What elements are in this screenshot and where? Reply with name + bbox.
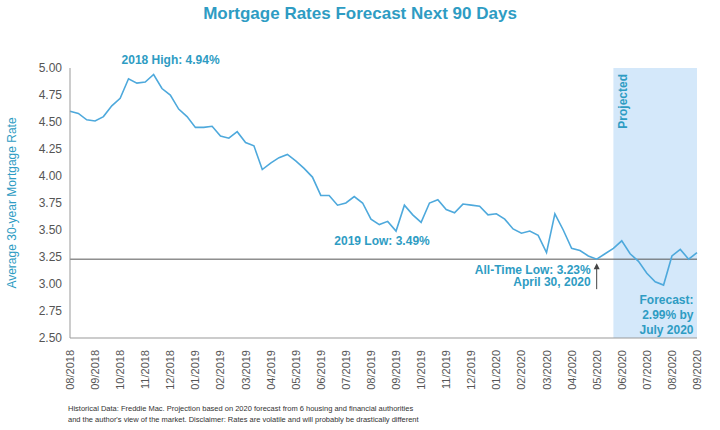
html-text:and the author's view of the m: and the author's view of the market. Dis… [68, 415, 419, 424]
svg-text:09/2018: 09/2018 [89, 350, 101, 390]
svg-text:07/2019: 07/2019 [340, 350, 352, 390]
svg-text:09/2020: 09/2020 [691, 350, 703, 390]
svg-text:July 2020: July 2020 [640, 323, 694, 337]
svg-text:2018 High: 4.94%: 2018 High: 4.94% [122, 53, 220, 67]
svg-text:Projected: Projected [616, 74, 630, 129]
svg-text:10/2019: 10/2019 [415, 350, 427, 390]
svg-text:04/2019: 04/2019 [265, 350, 277, 390]
svg-text:4.25: 4.25 [39, 142, 63, 156]
svg-text:2.50: 2.50 [39, 331, 63, 345]
svg-text:05/2019: 05/2019 [290, 350, 302, 390]
svg-text:4.00: 4.00 [39, 169, 63, 183]
svg-text:12/2018: 12/2018 [164, 350, 176, 390]
svg-text:2.99% by: 2.99% by [642, 308, 694, 322]
svg-text:11/2019: 11/2019 [440, 350, 452, 389]
svg-text:12/2019: 12/2019 [465, 350, 477, 390]
svg-text:11/2018: 11/2018 [139, 350, 151, 389]
svg-text:08/2019: 08/2019 [365, 350, 377, 390]
svg-text:2.75: 2.75 [39, 304, 63, 318]
svg-text:3.75: 3.75 [39, 196, 63, 210]
svg-text:03/2019: 03/2019 [240, 350, 252, 390]
html-text:Historical Data: Freddie Mac.: Historical Data: Freddie Mac. Projection… [68, 404, 414, 413]
svg-text:4.50: 4.50 [39, 115, 63, 129]
svg-text:08/2018: 08/2018 [64, 350, 76, 390]
svg-text:06/2019: 06/2019 [315, 350, 327, 390]
svg-text:April 30, 2020: April 30, 2020 [513, 275, 591, 289]
svg-text:3.00: 3.00 [39, 277, 63, 291]
svg-text:06/2020: 06/2020 [616, 350, 628, 390]
svg-text:01/2020: 01/2020 [490, 350, 502, 390]
svg-text:05/2020: 05/2020 [591, 350, 603, 390]
svg-text:04/2020: 04/2020 [566, 350, 578, 390]
svg-text:5.00: 5.00 [39, 61, 63, 75]
svg-text:Average 30-year Mortgage Rate: Average 30-year Mortgage Rate [8, 117, 19, 289]
svg-text:3.50: 3.50 [39, 223, 63, 237]
svg-text:10/2018: 10/2018 [114, 350, 126, 390]
svg-text:2019 Low: 3.49%: 2019 Low: 3.49% [334, 234, 430, 248]
html-text:Mortgage Rates Forecast Next 9: Mortgage Rates Forecast Next 90 Days [203, 4, 517, 23]
svg-text:09/2019: 09/2019 [390, 350, 402, 390]
svg-text:4.75: 4.75 [39, 88, 63, 102]
svg-text:07/2020: 07/2020 [641, 350, 653, 390]
svg-text:03/2020: 03/2020 [541, 350, 553, 390]
svg-text:All-Time Low: 3.23%: All-Time Low: 3.23% [474, 263, 591, 278]
svg-text:3.25: 3.25 [39, 250, 63, 264]
svg-text:08/2020: 08/2020 [666, 350, 678, 390]
svg-text:02/2019: 02/2019 [214, 350, 226, 390]
svg-text:Forecast:: Forecast: [640, 293, 694, 307]
svg-text:02/2020: 02/2020 [515, 350, 527, 390]
svg-text:01/2019: 01/2019 [189, 350, 201, 390]
